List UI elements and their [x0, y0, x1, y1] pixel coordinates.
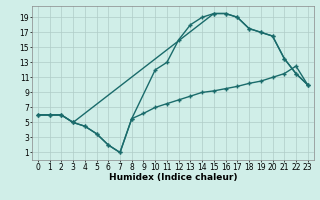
- X-axis label: Humidex (Indice chaleur): Humidex (Indice chaleur): [108, 173, 237, 182]
